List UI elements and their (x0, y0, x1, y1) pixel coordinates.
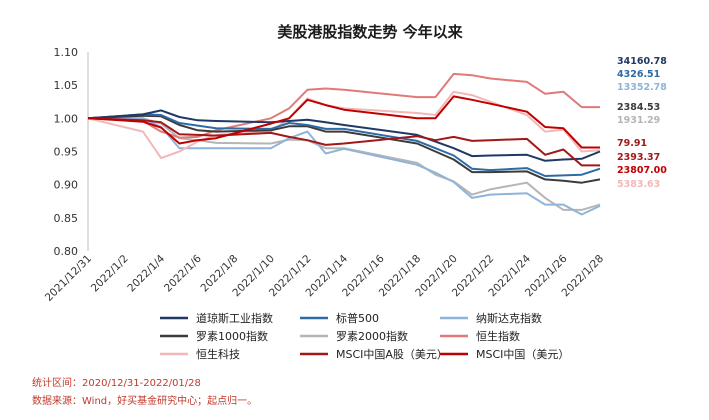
x-tick-label: 2021/12/31 (43, 253, 94, 304)
y-tick-label: 0.90 (54, 179, 79, 192)
legend-label: MSCI中国（美元） (476, 348, 569, 361)
series-line-8 (87, 95, 600, 149)
legend-label: 罗素1000指数 (196, 329, 268, 343)
y-tick-label: 1.10 (54, 46, 79, 59)
end-value-label: 1931.29 (617, 115, 660, 126)
x-tick-label: 2022/1/6 (162, 252, 204, 294)
footnote-period: 统计区间：2020/12/31-2022/01/28 (32, 378, 201, 389)
series-line-7 (87, 117, 600, 167)
legend-label: 恒生指数 (476, 329, 520, 343)
legend-label: 罗素2000指数 (336, 329, 408, 343)
series-line-5 (87, 72, 600, 139)
y-tick-label: 1.05 (54, 79, 79, 92)
y-tick-label: 0.95 (54, 146, 79, 159)
end-value-label: 23807.00 (617, 165, 667, 176)
y-tick-label: 0.85 (54, 212, 79, 225)
legend-label: MSCI中国A股（美元） (336, 348, 448, 361)
end-value-label: 34160.78 (617, 56, 667, 67)
chart-title: 美股港股指数走势 今年以来 (277, 23, 463, 41)
y-tick-label: 0.80 (54, 245, 79, 258)
legend-label: 纳斯达克指数 (476, 311, 542, 325)
end-value-label: 2393.37 (617, 152, 660, 163)
end-value-label: 4326.51 (617, 69, 660, 80)
end-value-label: 79.91 (617, 138, 647, 149)
y-tick-label: 1.00 (54, 112, 79, 125)
end-value-label: 13352.78 (617, 82, 667, 93)
legend-label: 标普500 (336, 311, 379, 325)
series-line-1 (87, 113, 601, 177)
series-line-0 (87, 109, 601, 162)
legend-label: 恒生科技 (196, 347, 240, 361)
x-tick-label: 2022/1/4 (125, 252, 167, 294)
x-tick-label: 2022/1/2 (89, 253, 131, 295)
end-value-label: 2384.53 (617, 102, 660, 113)
footnote-source: 数据来源：Wind，好买基金研究中心；起点归一。 (32, 396, 258, 407)
end-value-label: 5383.63 (617, 179, 660, 190)
legend-label: 道琼斯工业指数 (196, 311, 273, 325)
series-line-6 (87, 90, 601, 160)
series-line-3 (87, 114, 601, 184)
